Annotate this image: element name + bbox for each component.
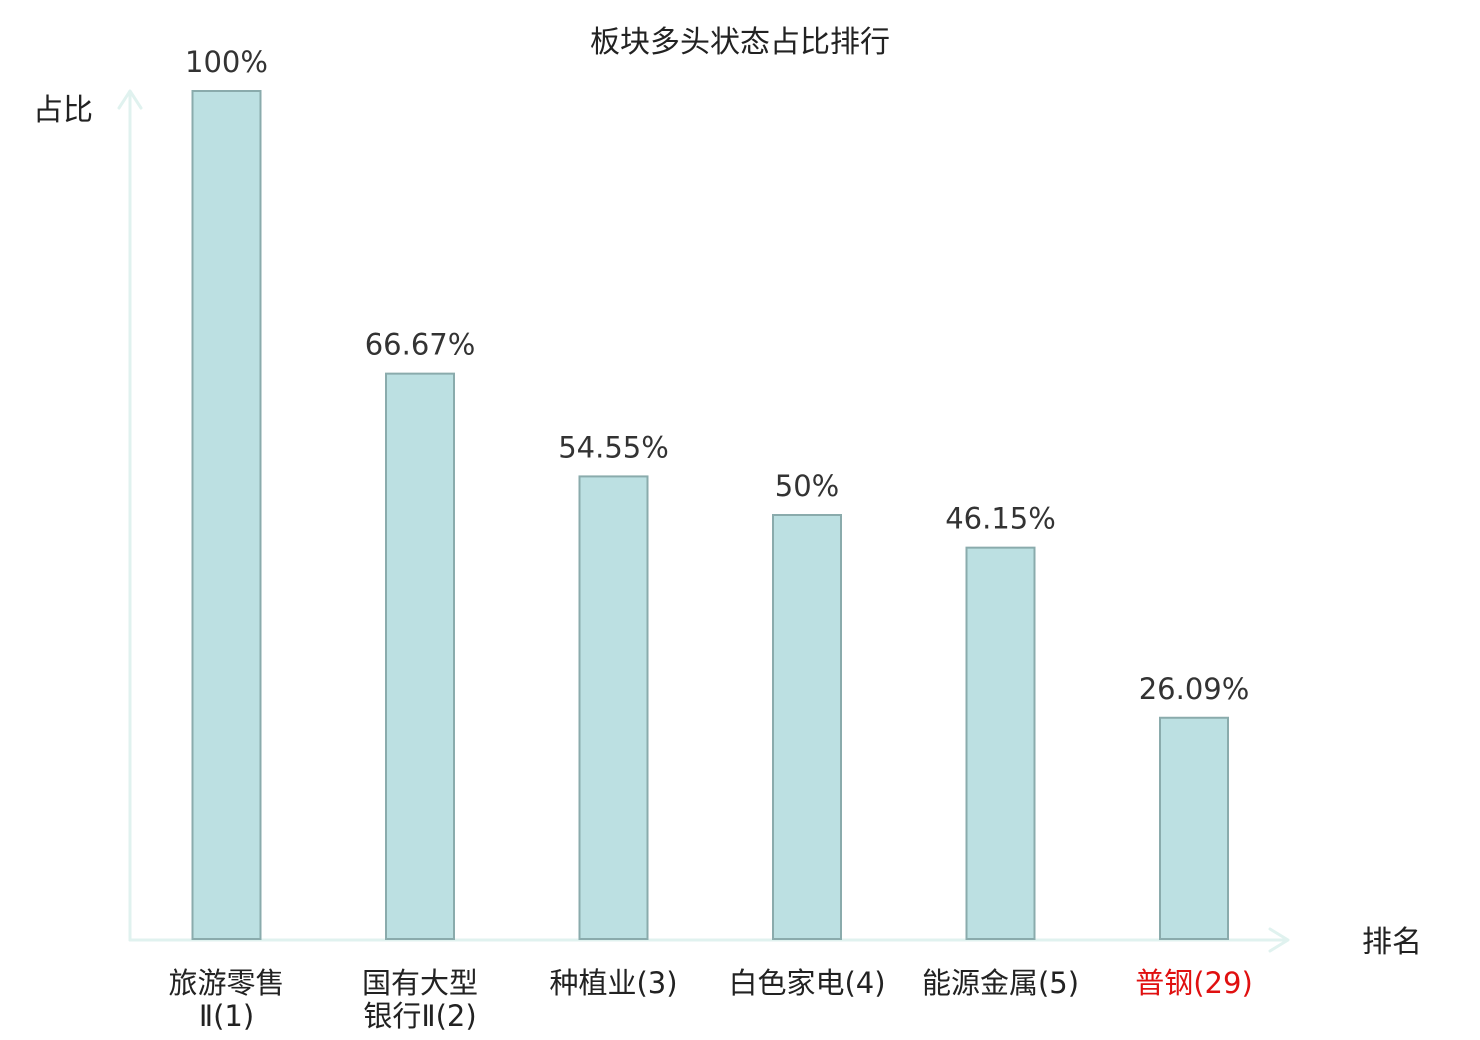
category-label: Ⅱ(1) (199, 999, 254, 1033)
bars (191, 90, 1229, 940)
bar-value-label: 46.15% (945, 502, 1056, 536)
category-label-highlighted: 普钢(29) (1135, 966, 1253, 1000)
bar-value-label: 100% (185, 45, 268, 79)
bar (965, 546, 1036, 940)
category-label: 白色家电(4) (728, 966, 885, 1000)
x-axis-label: 排名 (1362, 925, 1422, 960)
category-label: 国有大型 (362, 966, 478, 1000)
category-label: 银行Ⅱ(2) (363, 999, 476, 1033)
bar (772, 514, 842, 940)
axes (117, 89, 1290, 953)
chart-title: 板块多头状态占比排行 (590, 25, 890, 60)
bar-value-label: 50% (775, 469, 839, 503)
x-axis-arrow (1268, 927, 1290, 953)
bar-value-label: 54.55% (558, 430, 669, 464)
bar (1159, 716, 1229, 940)
value-labels: 100% 66.67% 54.55% 50% 46.15% 26.09% (185, 45, 1249, 706)
bar (385, 372, 455, 940)
category-label: 能源金属(5) (922, 966, 1079, 1000)
bar-value-label: 26.09% (1139, 672, 1250, 706)
bar-value-label: 66.67% (365, 328, 476, 362)
y-axis-arrow (117, 89, 143, 110)
bar (191, 90, 262, 940)
category-label: 旅游零售 (168, 966, 284, 1000)
y-axis-label: 占比 (33, 93, 93, 128)
category-label: 种植业(3) (549, 966, 677, 1000)
bar (578, 475, 649, 940)
